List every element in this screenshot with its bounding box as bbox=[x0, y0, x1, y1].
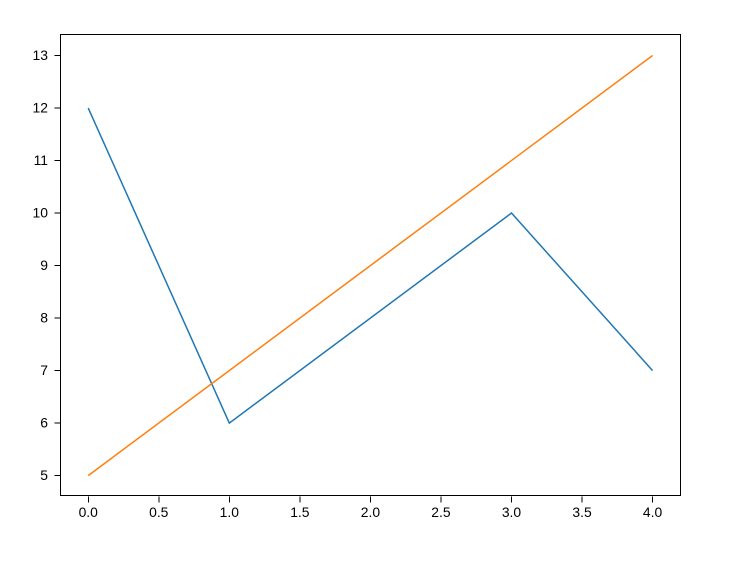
svg-text:0.0: 0.0 bbox=[79, 504, 99, 520]
svg-text:0.5: 0.5 bbox=[149, 504, 169, 520]
svg-text:3.0: 3.0 bbox=[502, 504, 522, 520]
svg-text:4.0: 4.0 bbox=[643, 504, 663, 520]
svg-text:13: 13 bbox=[33, 47, 49, 63]
svg-text:5: 5 bbox=[40, 467, 48, 483]
svg-text:9: 9 bbox=[40, 257, 48, 273]
svg-text:2.5: 2.5 bbox=[431, 504, 451, 520]
svg-text:1.5: 1.5 bbox=[290, 504, 310, 520]
svg-text:8: 8 bbox=[40, 310, 48, 326]
svg-text:10: 10 bbox=[33, 205, 49, 221]
svg-text:7: 7 bbox=[40, 362, 48, 378]
svg-text:11: 11 bbox=[34, 152, 49, 168]
svg-text:6: 6 bbox=[40, 415, 48, 431]
svg-text:3.5: 3.5 bbox=[572, 504, 592, 520]
svg-text:2.0: 2.0 bbox=[361, 504, 381, 520]
svg-text:1.0: 1.0 bbox=[220, 504, 240, 520]
svg-text:12: 12 bbox=[33, 100, 49, 116]
